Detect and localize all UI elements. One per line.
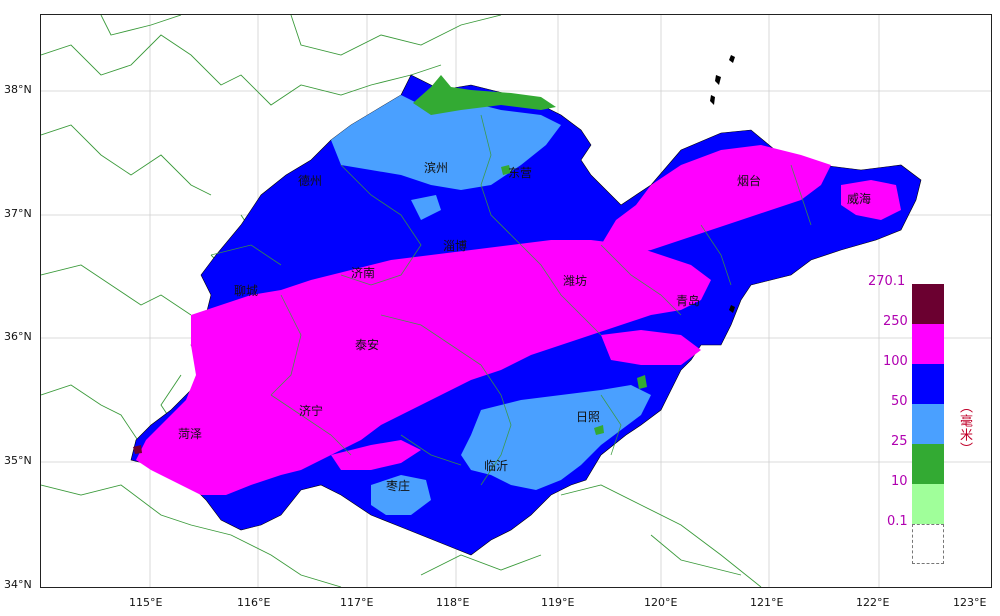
- lat-label-37: 37°N: [4, 207, 32, 220]
- lon-label-121: 121°E: [750, 596, 784, 609]
- city-label-jining: 济宁: [299, 403, 323, 418]
- zone-100-250-south: [331, 440, 421, 470]
- legend-label-250: 250: [883, 314, 908, 329]
- city-label-dezhou: 德州: [298, 173, 322, 188]
- legend-label-100: 100: [883, 354, 908, 369]
- zone-10-25-coast: [637, 375, 647, 389]
- legend-swatch-100-250: [912, 324, 944, 364]
- lat-label-38: 38°N: [4, 83, 32, 96]
- city-label-jinan: 济南: [351, 265, 375, 280]
- zone-100-250-east: [601, 145, 831, 255]
- city-label-zaozhuang: 枣庄: [386, 478, 410, 493]
- lon-label-115: 115°E: [129, 596, 163, 609]
- city-label-qingdao: 青岛: [676, 293, 700, 308]
- city-label-linyi: 临沂: [484, 459, 508, 473]
- legend-swatch-25-50: [912, 404, 944, 444]
- legend-label-270: 270.1: [868, 274, 906, 289]
- city-label-rizhao: 日照: [576, 410, 600, 424]
- zone-25-50-spot: [411, 195, 441, 220]
- city-label-heze: 菏泽: [178, 427, 202, 441]
- city-label-taian: 泰安: [355, 337, 379, 352]
- legend-label-10: 10: [891, 474, 908, 489]
- lon-label-117: 117°E: [340, 596, 374, 609]
- lon-label-118: 118°E: [436, 596, 470, 609]
- lat-label-36: 36°N: [4, 330, 32, 343]
- zone-10-25-rizhao: [594, 425, 604, 435]
- legend-label-50: 50: [891, 394, 908, 409]
- rainfall-map: 滨州 东营 烟台 威海 德州 淄博 济南 潍坊 聊城 青岛 泰安 济宁 菏泽 日…: [41, 15, 991, 587]
- islands: [710, 55, 735, 313]
- zone-100-250-central: [136, 240, 711, 495]
- zone-25-50-north: [331, 95, 561, 190]
- legend-swatch-0.1-10: [912, 484, 944, 524]
- city-labels: 滨州 东营 烟台 威海 德州 淄博 济南 潍坊 聊城 青岛 泰安 济宁 菏泽 日…: [178, 160, 871, 493]
- legend-swatch-250-270: [912, 284, 944, 324]
- zone-10-25-spot: [501, 165, 511, 175]
- city-label-weihai: 威海: [847, 191, 871, 206]
- zone-25-50-zaozhuang: [371, 475, 431, 515]
- city-label-yantai: 烟台: [737, 173, 761, 188]
- lon-label-122: 122°E: [856, 596, 890, 609]
- zone-250-spot: [133, 445, 142, 454]
- legend-swatch-below-0.1: [912, 524, 944, 564]
- zone-10-25-north: [413, 75, 556, 115]
- legend-label-0.1: 0.1: [887, 514, 908, 529]
- legend-swatch-50-100: [912, 364, 944, 404]
- lon-label-116: 116°E: [237, 596, 271, 609]
- lon-label-120: 120°E: [644, 596, 678, 609]
- legend-label-25: 25: [891, 434, 908, 449]
- city-boundaries: [210, 114, 812, 486]
- lon-label-123: 123°E: [953, 596, 987, 609]
- lat-label-34: 34°N: [4, 578, 32, 591]
- lon-label-119: 119°E: [541, 596, 575, 609]
- map-frame: 滨州 东营 烟台 威海 德州 淄博 济南 潍坊 聊城 青岛 泰安 济宁 菏泽 日…: [40, 14, 992, 588]
- zone-25-50-south: [461, 385, 651, 490]
- city-label-liaocheng: 聊城: [234, 284, 258, 298]
- city-label-zibo: 淄博: [443, 238, 467, 253]
- lat-label-35: 35°N: [4, 454, 32, 467]
- legend-unit: （毫米）: [957, 400, 972, 456]
- legend-swatch-10-25: [912, 444, 944, 484]
- city-label-binzhou: 滨州: [424, 160, 448, 175]
- city-label-dongying: 东营: [508, 166, 532, 180]
- zone-100-250-arm: [601, 330, 701, 365]
- zone-100-250-weihai: [841, 180, 901, 220]
- city-label-weifang: 潍坊: [563, 273, 587, 288]
